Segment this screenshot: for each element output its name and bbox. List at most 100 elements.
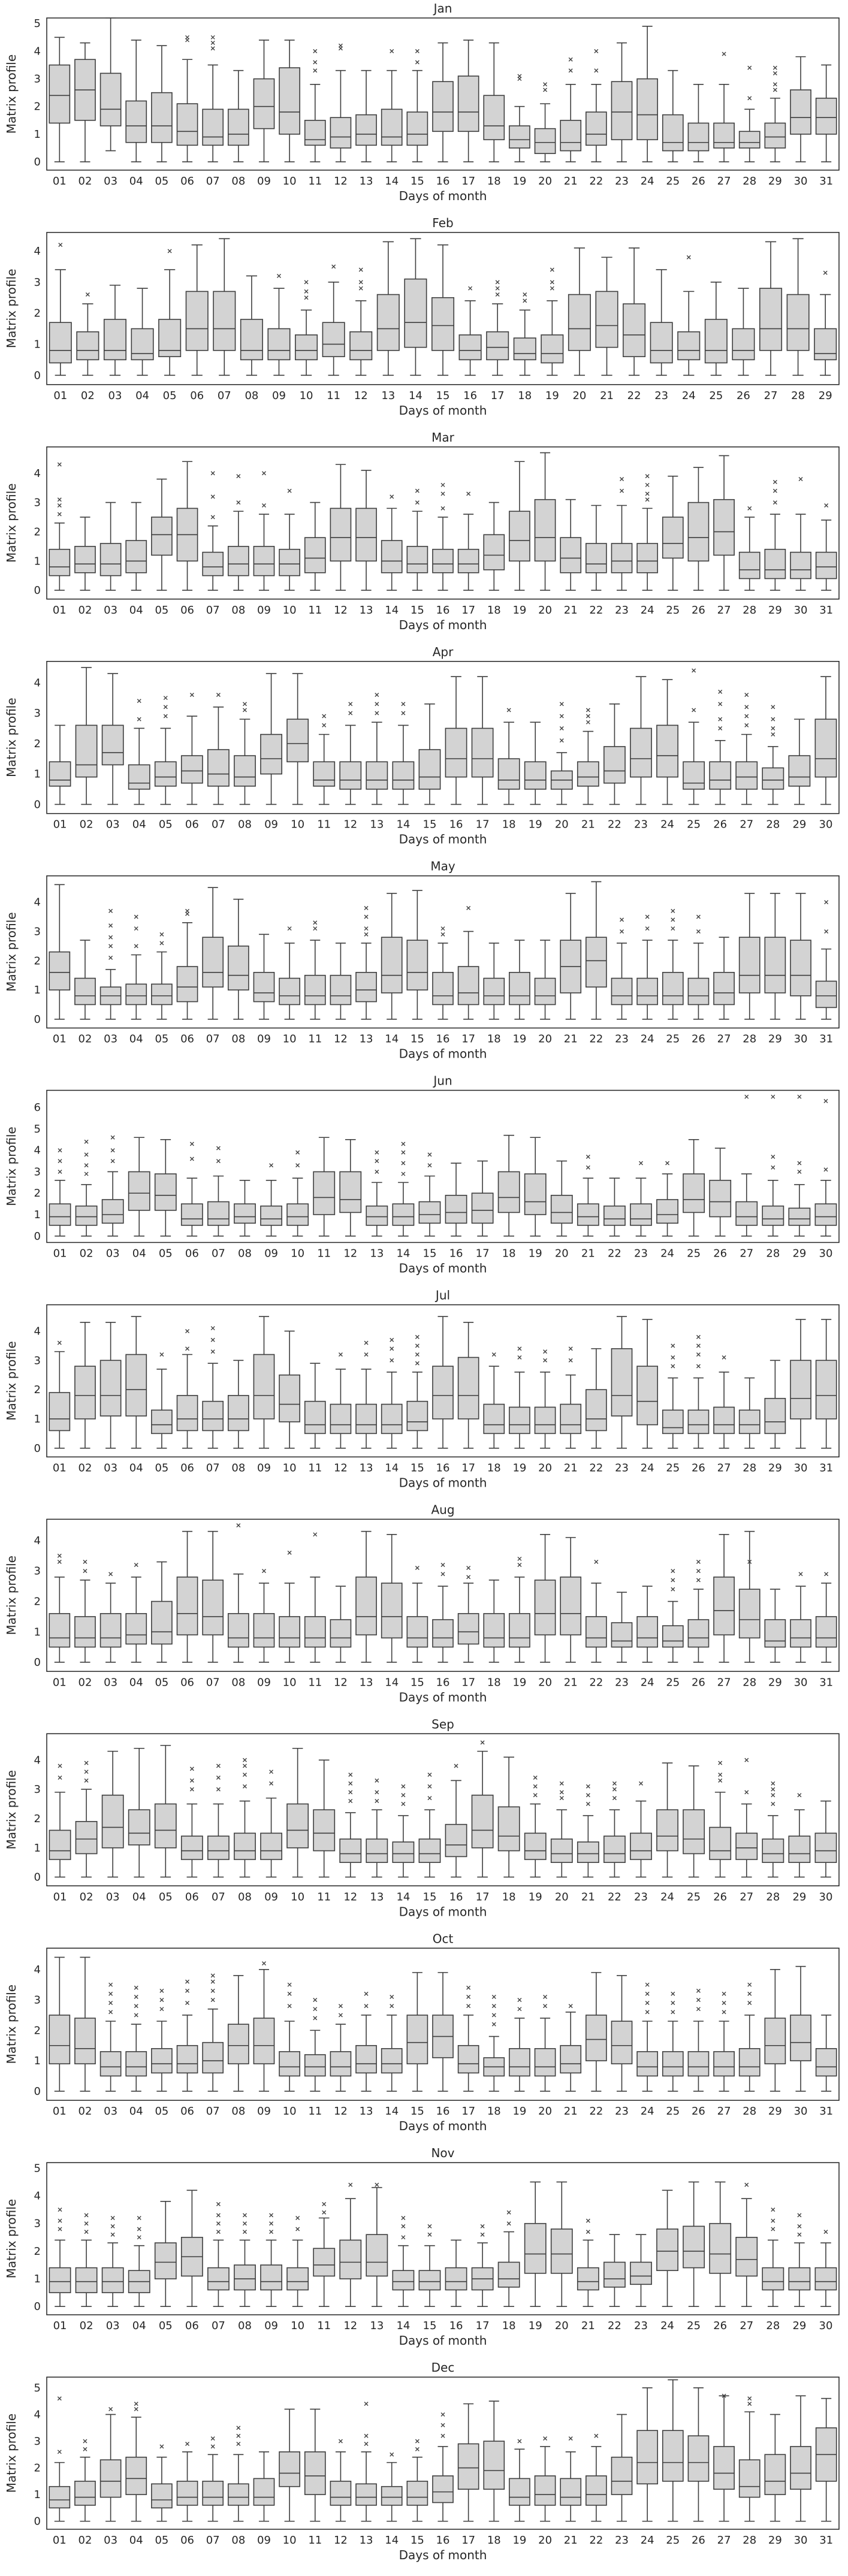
y-tick-label: 1 (34, 1413, 41, 1426)
outlier-point (338, 2439, 343, 2444)
x-tick-label: 18 (487, 2105, 501, 2118)
box-day-10 (279, 1982, 300, 2092)
iqr-box (227, 546, 249, 576)
outlier-point (348, 1781, 353, 1786)
outlier-point (747, 2396, 752, 2401)
iqr-box (227, 108, 249, 146)
x-tick-label: 31 (819, 2105, 833, 2118)
outlier-point (108, 2001, 113, 2006)
iqr-box (154, 1803, 177, 1849)
iqr-box (713, 499, 735, 556)
outlier-point (348, 1790, 353, 1795)
outlier-point (645, 2001, 650, 2006)
iqr-box (151, 2048, 173, 2074)
box-day-25 (662, 1569, 684, 1663)
iqr-box (267, 328, 291, 361)
box-day-09 (253, 471, 275, 591)
outlier-point (210, 1337, 215, 1342)
x-tick-label: 10 (283, 1033, 297, 1046)
outlier-point (568, 1358, 573, 1363)
iqr-box (49, 1203, 71, 1226)
outlier-point (159, 932, 164, 937)
box-day-04 (131, 288, 154, 376)
box-day-15 (406, 488, 428, 591)
box-day-22 (586, 1348, 607, 1449)
iqr-box (790, 2446, 811, 2490)
iqr-box (49, 64, 71, 124)
box-day-14 (381, 49, 403, 162)
iqr-box (611, 2456, 633, 2495)
iqr-box (207, 2267, 230, 2291)
iqr-box (49, 761, 71, 787)
iqr-box (683, 2225, 705, 2269)
outlier-point (84, 2230, 89, 2234)
box-day-19 (509, 461, 530, 591)
outlier-point (797, 2224, 802, 2228)
outlier-point (620, 929, 624, 934)
x-tick-label: 29 (792, 1891, 806, 1903)
outlier-point (236, 2426, 241, 2430)
box-day-08 (234, 702, 256, 805)
outlier-point (216, 2221, 221, 2226)
outlier-point (287, 1982, 292, 1987)
box-day-12 (330, 43, 352, 162)
x-tick-label: 13 (381, 389, 395, 402)
box-day-09 (260, 673, 282, 805)
iqr-box (687, 1619, 710, 1648)
box-day-18 (497, 1134, 520, 1237)
iqr-box (603, 1205, 626, 1226)
y-tick-label: 1 (34, 2055, 41, 2067)
x-tick-label: 07 (206, 604, 220, 617)
outlier-point (415, 488, 420, 493)
iqr-box (432, 81, 454, 132)
box-day-30 (790, 477, 811, 591)
x-tick-label: 01 (53, 1248, 67, 1260)
box-day-25 (662, 908, 684, 1020)
outlier-point (645, 2010, 650, 2015)
outlier-point (645, 926, 650, 931)
iqr-box (586, 543, 607, 573)
x-tick-label: 19 (512, 1461, 526, 1474)
iqr-box (713, 1406, 735, 1435)
outlier-point (401, 1150, 406, 1155)
iqr-box (330, 1403, 352, 1435)
box-day-18 (483, 1352, 505, 1449)
outlier-point (797, 1161, 802, 1165)
x-tick-label: 26 (713, 1248, 727, 1260)
iqr-box (253, 546, 275, 576)
outlier-point (364, 1991, 369, 1996)
outlier-point (58, 243, 63, 247)
x-tick-label: 28 (743, 2105, 756, 2118)
x-tick-label: 15 (411, 1461, 424, 1474)
iqr-box (603, 746, 626, 784)
iqr-box (49, 1829, 71, 1861)
iqr-box (355, 1403, 377, 1435)
outlier-point (744, 714, 749, 718)
x-tick-label: 12 (343, 2320, 357, 2332)
x-tick-label: 18 (487, 1676, 501, 1689)
outlier-point (83, 1569, 87, 1574)
iqr-box (227, 946, 249, 990)
box-day-22 (623, 247, 646, 376)
x-tick-label: 28 (766, 2320, 780, 2332)
iqr-box (603, 1835, 626, 1863)
outlier-point (415, 1566, 420, 1571)
box-day-23 (611, 917, 633, 1020)
iqr-box (151, 517, 173, 556)
x-tick-label: 14 (385, 175, 399, 188)
iqr-box (279, 977, 300, 1005)
y-tick-label: 0 (34, 1656, 41, 1669)
box-day-25 (683, 1139, 705, 1237)
iqr-box (253, 1354, 275, 1420)
x-tick-label: 04 (129, 1676, 143, 1689)
box-day-25 (662, 1991, 684, 2092)
iqr-box (381, 108, 403, 146)
outlier-point (84, 1778, 89, 1783)
iqr-box (432, 972, 454, 1005)
x-tick-label: 03 (104, 604, 117, 617)
x-tick-label: 25 (666, 2105, 680, 2118)
box-day-23 (650, 269, 673, 376)
box-day-11 (304, 1998, 326, 2092)
